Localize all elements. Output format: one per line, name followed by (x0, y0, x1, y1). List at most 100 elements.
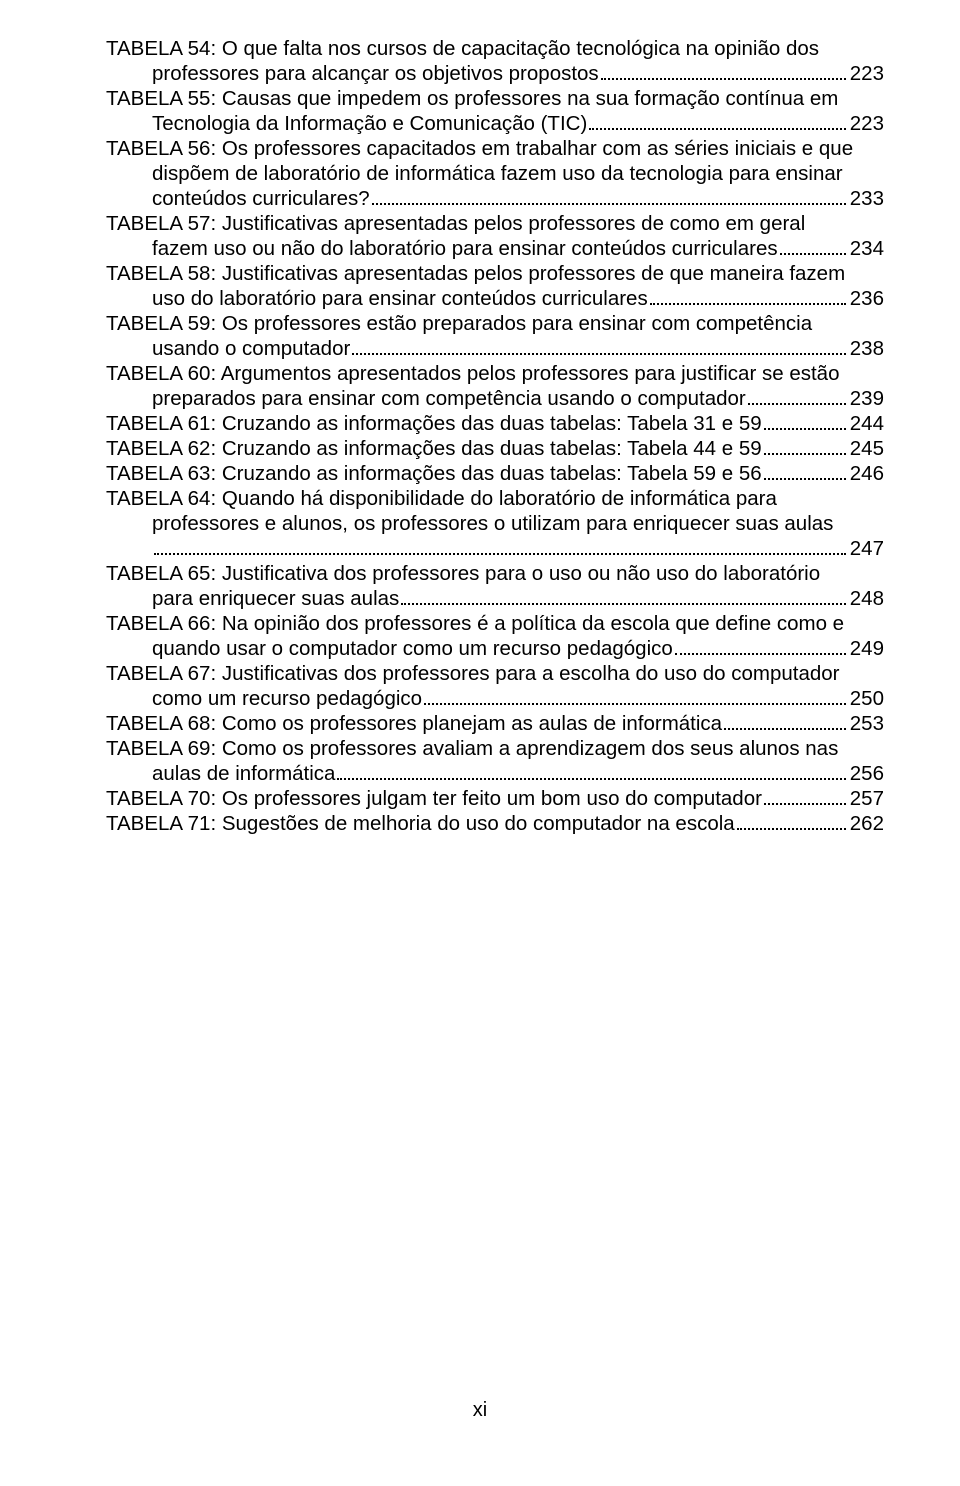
toc-line: TABELA 71: Sugestões de melhoria do uso … (106, 811, 884, 836)
toc-line: usando o computador238 (106, 336, 884, 361)
leader-dots (337, 762, 845, 780)
toc-entry: TABELA 54: O que falta nos cursos de cap… (106, 36, 884, 86)
toc-text: TABELA 64: Quando há disponibilidade do … (106, 486, 777, 511)
toc-text: TABELA 56: Os professores capacitados em… (106, 136, 853, 161)
leader-dots (764, 412, 846, 430)
toc-entry: TABELA 58: Justificativas apresentadas p… (106, 261, 884, 311)
toc-entry: TABELA 70: Os professores julgam ter fei… (106, 786, 884, 811)
toc-page-ref: 223 (848, 61, 884, 86)
toc-line: fazem uso ou não do laboratório para ens… (106, 236, 884, 261)
toc-text: TABELA 57: Justificativas apresentadas p… (106, 211, 805, 236)
toc-line: professores para alcançar os objetivos p… (106, 61, 884, 86)
toc-entry: TABELA 64: Quando há disponibilidade do … (106, 486, 884, 561)
toc-line: professores e alunos, os professores o u… (106, 511, 884, 536)
leader-dots (724, 712, 846, 730)
toc-entry: TABELA 55: Causas que impedem os profess… (106, 86, 884, 136)
toc-text: TABELA 66: Na opinião dos professores é … (106, 611, 844, 636)
toc-line: aulas de informática256 (106, 761, 884, 786)
toc-text: TABELA 62: Cruzando as informações das d… (106, 436, 762, 461)
toc-line: TABELA 65: Justificativa dos professores… (106, 561, 884, 586)
toc-text: uso do laboratório para ensinar conteúdo… (152, 286, 648, 311)
toc-text: TABELA 59: Os professores estão preparad… (106, 311, 812, 336)
toc-line: dispõem de laboratório de informática fa… (106, 161, 884, 186)
document-page: TABELA 54: O que falta nos cursos de cap… (0, 0, 960, 1486)
toc-text: TABELA 70: Os professores julgam ter fei… (106, 786, 762, 811)
leader-dots (737, 812, 846, 830)
toc-page-ref: 256 (848, 761, 884, 786)
toc-text: fazem uso ou não do laboratório para ens… (152, 236, 778, 261)
toc-text: quando usar o computador como um recurso… (152, 636, 673, 661)
leader-dots (401, 587, 845, 605)
toc-text: TABELA 58: Justificativas apresentadas p… (106, 261, 845, 286)
toc-line: TABELA 57: Justificativas apresentadas p… (106, 211, 884, 236)
toc-line: preparados para ensinar com competência … (106, 386, 884, 411)
toc-line: Tecnologia da Informação e Comunicação (… (106, 111, 884, 136)
toc-entry: TABELA 69: Como os professores avaliam a… (106, 736, 884, 786)
toc-entry: TABELA 56: Os professores capacitados em… (106, 136, 884, 211)
toc-line: TABELA 63: Cruzando as informações das d… (106, 461, 884, 486)
toc-line: TABELA 70: Os professores julgam ter fei… (106, 786, 884, 811)
leader-dots (675, 637, 846, 655)
toc-line: TABELA 56: Os professores capacitados em… (106, 136, 884, 161)
toc-text: TABELA 71: Sugestões de melhoria do uso … (106, 811, 735, 836)
toc-line: TABELA 64: Quando há disponibilidade do … (106, 486, 884, 511)
toc-text: TABELA 55: Causas que impedem os profess… (106, 86, 838, 111)
toc-page-ref: 262 (848, 811, 884, 836)
toc-text: professores e alunos, os professores o u… (152, 511, 833, 536)
toc-entry: TABELA 62: Cruzando as informações das d… (106, 436, 884, 461)
toc-entry: TABELA 65: Justificativa dos professores… (106, 561, 884, 611)
toc-entry: TABELA 61: Cruzando as informações das d… (106, 411, 884, 436)
toc-text: Tecnologia da Informação e Comunicação (… (152, 111, 587, 136)
toc-text: como um recurso pedagógico (152, 686, 422, 711)
toc-text: professores para alcançar os objetivos p… (152, 61, 599, 86)
toc-page-ref: 244 (848, 411, 884, 436)
toc-line: TABELA 55: Causas que impedem os profess… (106, 86, 884, 111)
toc-page-ref: 238 (848, 336, 884, 361)
leader-dots (764, 462, 846, 480)
toc-page-ref: 245 (848, 436, 884, 461)
toc-line: uso do laboratório para ensinar conteúdo… (106, 286, 884, 311)
toc-entry: TABELA 59: Os professores estão preparad… (106, 311, 884, 361)
toc-text: para enriquecer suas aulas (152, 586, 399, 611)
toc-line: conteúdos curriculares?233 (106, 186, 884, 211)
toc-page-ref: 257 (848, 786, 884, 811)
toc-text: TABELA 65: Justificativa dos professores… (106, 561, 820, 586)
toc-entry: TABELA 57: Justificativas apresentadas p… (106, 211, 884, 261)
toc-page-ref: 223 (848, 111, 884, 136)
toc-text: TABELA 61: Cruzando as informações das d… (106, 411, 762, 436)
toc-page-ref: 236 (848, 286, 884, 311)
toc-line: TABELA 61: Cruzando as informações das d… (106, 411, 884, 436)
toc-line: TABELA 58: Justificativas apresentadas p… (106, 261, 884, 286)
toc-text: dispõem de laboratório de informática fa… (152, 161, 843, 186)
toc-entry: TABELA 71: Sugestões de melhoria do uso … (106, 811, 884, 836)
toc-page-ref: 249 (848, 636, 884, 661)
toc-line: 247 (106, 536, 884, 561)
toc-entry: TABELA 63: Cruzando as informações das d… (106, 461, 884, 486)
leader-dots (154, 537, 846, 555)
toc-page-ref: 247 (848, 536, 884, 561)
leader-dots (764, 787, 846, 805)
toc-line: TABELA 67: Justificativas dos professore… (106, 661, 884, 686)
toc-line: para enriquecer suas aulas 248 (106, 586, 884, 611)
toc-page-ref: 239 (848, 386, 884, 411)
toc-page-ref: 253 (848, 711, 884, 736)
toc-line: TABELA 59: Os professores estão preparad… (106, 311, 884, 336)
toc-page-ref: 250 (848, 686, 884, 711)
leader-dots (748, 387, 846, 405)
toc-text: TABELA 60: Argumentos apresentados pelos… (106, 361, 839, 386)
toc-line: como um recurso pedagógico 250 (106, 686, 884, 711)
toc-page-ref: 246 (848, 461, 884, 486)
page-number-footer: xi (0, 1398, 960, 1422)
toc-line: TABELA 68: Como os professores planejam … (106, 711, 884, 736)
toc-page-ref: 248 (848, 586, 884, 611)
toc-text: TABELA 68: Como os professores planejam … (106, 711, 722, 736)
leader-dots (372, 187, 846, 205)
leader-dots (780, 237, 846, 255)
toc-page-ref: 233 (848, 186, 884, 211)
leader-dots (424, 687, 846, 705)
toc-line: TABELA 62: Cruzando as informações das d… (106, 436, 884, 461)
toc-text: preparados para ensinar com competência … (152, 386, 746, 411)
toc-text: TABELA 67: Justificativas dos professore… (106, 661, 839, 686)
toc-text: TABELA 69: Como os professores avaliam a… (106, 736, 838, 761)
toc-entry: TABELA 60: Argumentos apresentados pelos… (106, 361, 884, 411)
